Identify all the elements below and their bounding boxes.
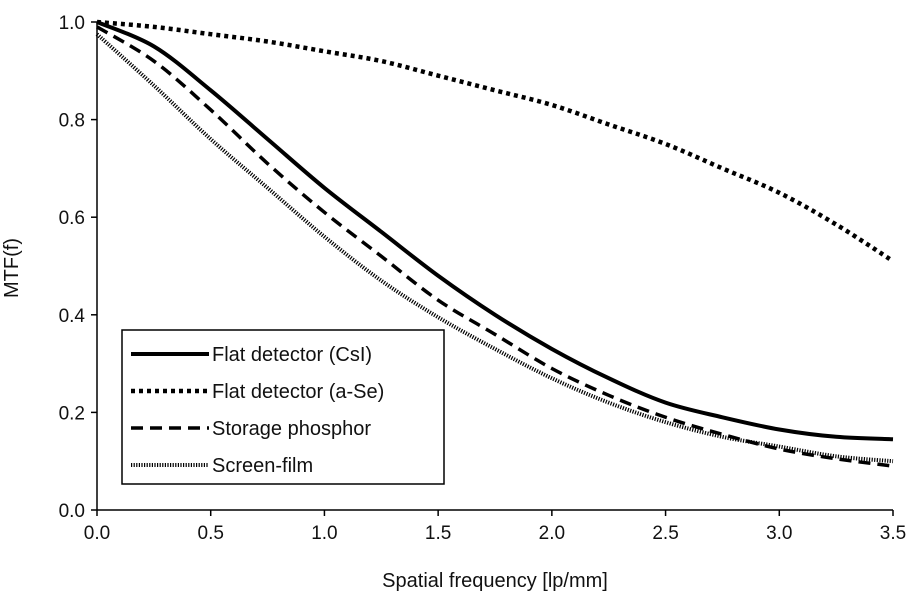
- y-tick-label: 1.0: [59, 13, 85, 34]
- y-tick-label: 0.2: [59, 403, 85, 424]
- legend-label: Storage phosphor: [212, 418, 371, 440]
- x-tick-label: 0.5: [198, 523, 224, 544]
- x-tick-label: 1.5: [425, 523, 451, 544]
- x-tick-label: 0.0: [84, 523, 110, 544]
- series-line-2: [96, 19, 895, 264]
- x-tick-label: 3.5: [880, 523, 906, 544]
- x-tick-label: 3.0: [766, 523, 792, 544]
- legend-label: Screen-film: [212, 455, 313, 477]
- y-tick-label: 0.6: [59, 208, 85, 229]
- series-line-4: [95, 32, 894, 464]
- legend-label: Flat detector (CsI): [212, 344, 372, 366]
- x-tick-label: 2.5: [652, 523, 678, 544]
- x-axis-title: Spatial frequency [lp/mm]: [382, 570, 608, 592]
- y-tick-label: 0.4: [59, 306, 86, 327]
- x-tick-label: 2.0: [539, 523, 565, 544]
- legend-label: Flat detector (a-Se): [212, 381, 384, 403]
- y-tick-label: 0.8: [59, 111, 85, 132]
- x-tick-label: 1.0: [311, 523, 337, 544]
- series-line-1: [96, 20, 894, 442]
- y-axis-title: MTF(f): [1, 238, 23, 298]
- legend-box: [121, 329, 445, 485]
- y-tick-label: 0.0: [59, 501, 85, 522]
